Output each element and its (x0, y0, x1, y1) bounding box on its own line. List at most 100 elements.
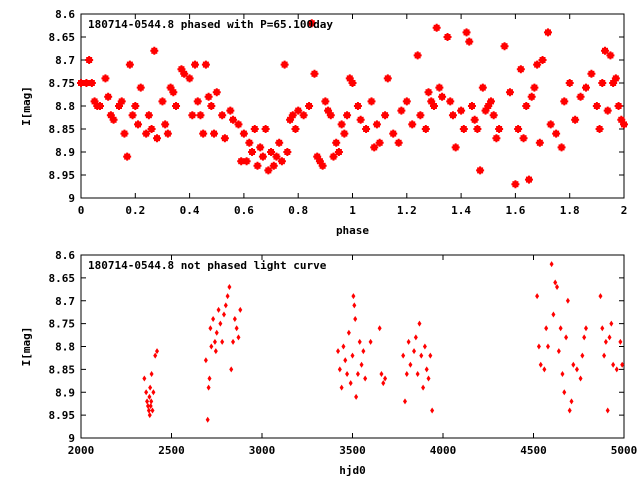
data-point (153, 352, 158, 359)
data-point-arm (516, 65, 525, 74)
data-point-arm (147, 125, 156, 133)
data-point (355, 370, 360, 377)
x-tick-label: 2 (621, 204, 628, 217)
data-point-arm (421, 125, 430, 133)
data-point-arm (321, 97, 330, 106)
data-point (381, 380, 386, 387)
data-point (603, 338, 608, 345)
data-point (148, 402, 153, 409)
data-point (149, 398, 154, 405)
x-tick-label: 3500 (339, 444, 366, 457)
data-point-arm (511, 180, 520, 189)
data-point-arm (329, 152, 338, 161)
y-axis-label: I[mag] (20, 86, 33, 126)
data-point-arm (603, 106, 612, 115)
data-point-arm (402, 97, 411, 106)
y-tick-label: 8.7 (55, 295, 75, 308)
data-point-arm (448, 111, 457, 120)
data-point-arm (120, 129, 129, 138)
data-point (424, 366, 429, 373)
data-point (211, 316, 216, 323)
data-point-arm (535, 138, 544, 147)
data-point-arm (185, 74, 194, 83)
data-point-arm (318, 161, 327, 170)
data-point (145, 402, 150, 409)
data-point-arm (372, 120, 381, 129)
data-point (150, 407, 155, 414)
data-point-arm (592, 102, 601, 110)
data-point (348, 380, 353, 387)
data-point-arm (462, 28, 471, 37)
data-point-arm (144, 111, 153, 120)
data-point (147, 393, 152, 400)
data-point-arm (201, 60, 210, 69)
y-tick-label: 8.95 (49, 169, 76, 182)
data-point-arm (476, 166, 485, 175)
data-point-arm (459, 125, 468, 133)
data-point-arm (229, 115, 238, 124)
data-point-arm (275, 138, 284, 147)
data-point-arm (470, 115, 479, 124)
data-point (218, 320, 223, 327)
data-point-arm (193, 97, 202, 106)
data-point (146, 407, 151, 414)
y-tick-label: 8.6 (55, 249, 75, 262)
data-point-arm (123, 152, 132, 161)
data-point (345, 370, 350, 377)
data-point (151, 389, 156, 396)
data-point (361, 348, 366, 355)
data-point (578, 375, 583, 382)
data-point-arm (530, 83, 539, 92)
data-point (227, 284, 232, 291)
data-point (560, 370, 565, 377)
data-point-arm (125, 60, 134, 69)
data-point (341, 343, 346, 350)
data-point-arm (533, 60, 542, 69)
data-point-arm (210, 129, 219, 138)
data-point-arm (435, 83, 444, 92)
data-point-arm (242, 157, 251, 166)
data-point-arm (267, 148, 276, 156)
data-point (569, 398, 574, 405)
data-point-arm (212, 88, 221, 97)
data-point (408, 361, 413, 368)
data-point (426, 375, 431, 382)
data-point-arm (220, 134, 229, 143)
data-point-arm (383, 74, 392, 83)
data-point (238, 306, 243, 313)
data-point (223, 302, 228, 309)
data-point-arm (522, 102, 531, 110)
data-point-arm (245, 138, 254, 147)
x-tick-label: 1.6 (505, 204, 525, 217)
data-point (401, 352, 406, 359)
data-point (422, 343, 427, 350)
data-point-arm (397, 106, 406, 115)
data-point-arm (234, 120, 243, 129)
x-tick-label: 0.2 (125, 204, 145, 217)
data-point-arm (465, 37, 474, 46)
data-point-arm (600, 46, 609, 55)
data-point-arm (340, 129, 349, 138)
data-point (567, 407, 572, 414)
data-point-arm (443, 33, 452, 41)
data-point (614, 366, 619, 373)
data-point (571, 361, 576, 368)
data-point (216, 306, 221, 313)
data-point-arm (362, 125, 371, 133)
data-point (343, 357, 348, 364)
data-point (421, 384, 426, 391)
data-point-arm (131, 102, 140, 110)
plot-frame (80, 254, 625, 439)
x-tick-label: 5000 (611, 444, 638, 457)
y-axis-label: I[mag] (20, 327, 33, 367)
data-point-arm (389, 129, 398, 138)
data-point-arm (136, 83, 145, 92)
data-point (404, 370, 409, 377)
data-point-arm (226, 106, 235, 115)
data-point-arm (408, 120, 417, 129)
data-point (419, 352, 424, 359)
data-point (574, 366, 579, 373)
data-point (538, 361, 543, 368)
data-point-arm (134, 120, 143, 129)
